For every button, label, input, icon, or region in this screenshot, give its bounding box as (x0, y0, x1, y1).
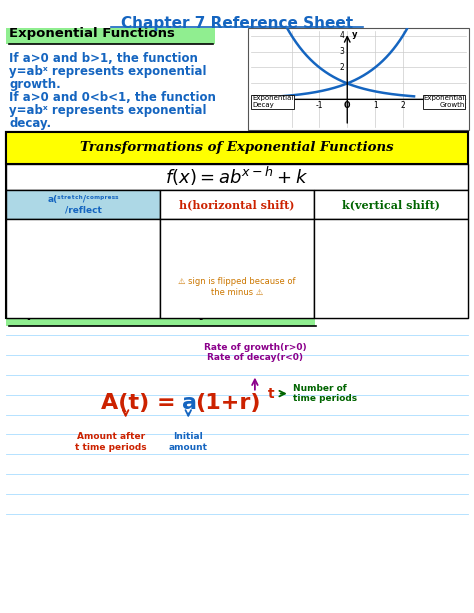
Text: O: O (344, 101, 350, 110)
Bar (248, 28, 469, 130)
Text: growth.: growth. (9, 78, 61, 91)
Bar (6, 132, 468, 318)
Text: Exponential Growth/Decay Model: Exponential Growth/Decay Model (9, 308, 257, 321)
Text: x: x (461, 101, 466, 110)
Text: 1: 1 (373, 101, 377, 110)
Text: (1+r): (1+r) (195, 392, 261, 413)
Text: h<0 ←: h<0 ← (211, 257, 263, 271)
Text: ⚠ sign is flipped because of
the minus ⚠: ⚠ sign is flipped because of the minus ⚠ (178, 277, 296, 297)
Text: k>0↑: k>0↑ (367, 234, 414, 248)
Text: decay.: decay. (9, 117, 52, 130)
Text: Chapter 7 Reference Sheet: Chapter 7 Reference Sheet (121, 17, 353, 31)
Text: -2: -2 (288, 101, 295, 110)
Text: a(ˢᵗʳᵉᵗᶜʰ/ᶜᵒᵐᵖʳᵉˢˢ
/reflect: a(ˢᵗʳᵉᵗᶜʰ/ᶜᵒᵐᵖʳᵉˢˢ /reflect (47, 195, 119, 214)
Text: -1: -1 (316, 101, 323, 110)
Bar (160, 219, 314, 318)
Text: A(t) =: A(t) = (101, 392, 183, 413)
Text: y=abˣ represents exponential: y=abˣ represents exponential (9, 65, 207, 78)
Text: t: t (268, 387, 274, 401)
Text: $f(x) = ab^{x-h} + k$: $f(x) = ab^{x-h} + k$ (165, 165, 309, 188)
Text: Amount after
t time periods: Amount after t time periods (75, 432, 146, 452)
Text: If a>0 and 0<b<1, the function: If a>0 and 0<b<1, the function (9, 91, 216, 104)
Text: Initial
amount: Initial amount (169, 432, 208, 452)
Text: Compress: -1<a<0←: Compress: -1<a<0← (11, 255, 121, 265)
Text: Exponential
Decay: Exponential Decay (252, 96, 293, 109)
Text: If a>0 and b>1, the function: If a>0 and b>1, the function (9, 52, 198, 65)
Text: Rate of growth(r>0)
Rate of decay(r<0): Rate of growth(r>0) Rate of decay(r<0) (203, 343, 306, 362)
Text: h(horizontal shift): h(horizontal shift) (179, 199, 295, 210)
Bar (6, 189, 160, 219)
Text: Reflect: a>0 ↔: Reflect: a>0 ↔ (11, 271, 91, 281)
Bar (6, 309, 315, 326)
Text: Transformations of Exponential Functions: Transformations of Exponential Functions (80, 141, 394, 154)
Text: Number of
time periods: Number of time periods (292, 384, 357, 403)
Bar (314, 219, 468, 318)
Text: k<0 ↓: k<0 ↓ (365, 259, 417, 273)
Text: a<0 ↔: a<0 ↔ (11, 284, 74, 294)
Text: 2: 2 (339, 63, 344, 72)
Bar (6, 164, 468, 189)
Text: Stretch: ā>1 or a<-1: Stretch: ā>1 or a<-1 (11, 229, 124, 239)
Text: h>0 →: h>0 → (211, 234, 263, 248)
Text: 4: 4 (339, 31, 344, 40)
Text: y=abˣ represents exponential: y=abˣ represents exponential (9, 104, 207, 117)
Bar (6, 132, 468, 164)
Bar (160, 189, 314, 219)
Text: Exponential Functions: Exponential Functions (9, 27, 175, 40)
Text: a: a (182, 392, 197, 413)
Bar (6, 219, 160, 318)
Text: 2: 2 (401, 101, 405, 110)
Text: y: y (352, 30, 358, 39)
Bar (314, 189, 468, 219)
Text: 3: 3 (339, 47, 344, 56)
Text: 0<a<1: 0<a<1 (11, 242, 64, 253)
Text: k(vertical shift): k(vertical shift) (342, 199, 440, 210)
Bar (6, 28, 215, 44)
Text: Exponential
Growth: Exponential Growth (423, 96, 465, 109)
